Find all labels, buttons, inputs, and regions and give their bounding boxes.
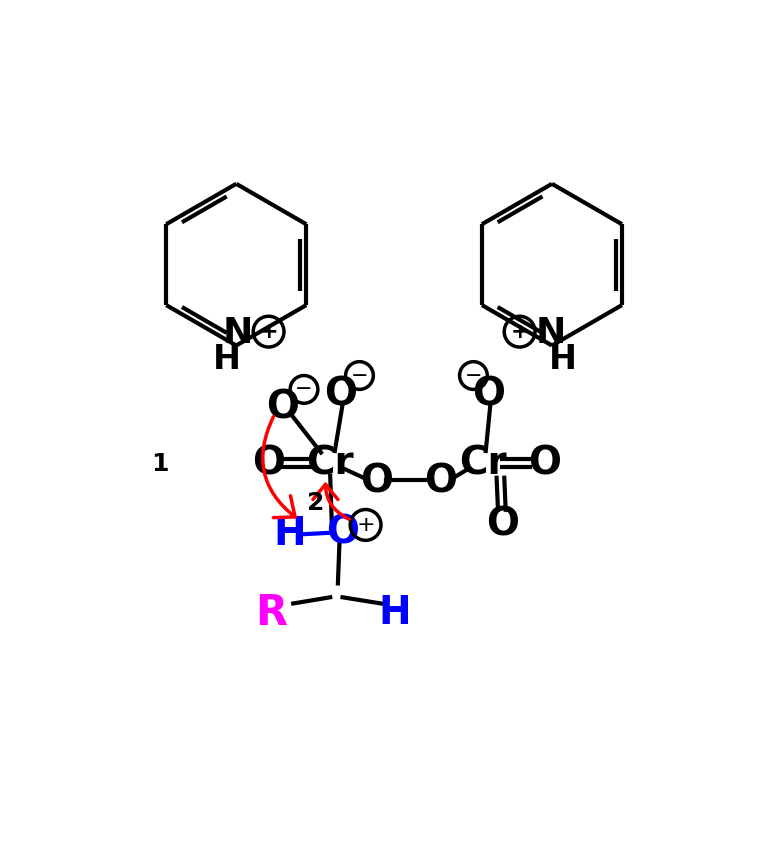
Text: −: − [464, 366, 482, 385]
Text: 2: 2 [307, 491, 324, 515]
Text: O: O [324, 375, 357, 413]
Text: H: H [274, 515, 307, 553]
Text: +: + [259, 322, 278, 341]
Text: O: O [486, 505, 519, 543]
Text: O: O [326, 514, 359, 552]
Text: N: N [223, 317, 253, 350]
Text: O: O [252, 444, 285, 482]
Text: −: − [296, 379, 313, 400]
Text: 1: 1 [152, 452, 169, 476]
Text: O: O [472, 375, 506, 413]
Text: O: O [360, 462, 393, 501]
Text: −: − [351, 366, 368, 385]
Text: +: + [510, 322, 529, 341]
Text: N: N [535, 317, 566, 350]
Text: O: O [527, 444, 561, 482]
Text: H: H [379, 594, 412, 631]
Text: Cr: Cr [307, 444, 354, 482]
Text: H: H [548, 343, 576, 376]
Text: +: + [356, 515, 375, 535]
Text: H: H [213, 343, 241, 376]
Text: O: O [425, 462, 457, 501]
Text: R: R [256, 592, 288, 634]
Text: O: O [266, 389, 299, 427]
Text: Cr: Cr [459, 444, 506, 482]
FancyArrowPatch shape [313, 484, 349, 519]
FancyArrowPatch shape [263, 416, 295, 517]
